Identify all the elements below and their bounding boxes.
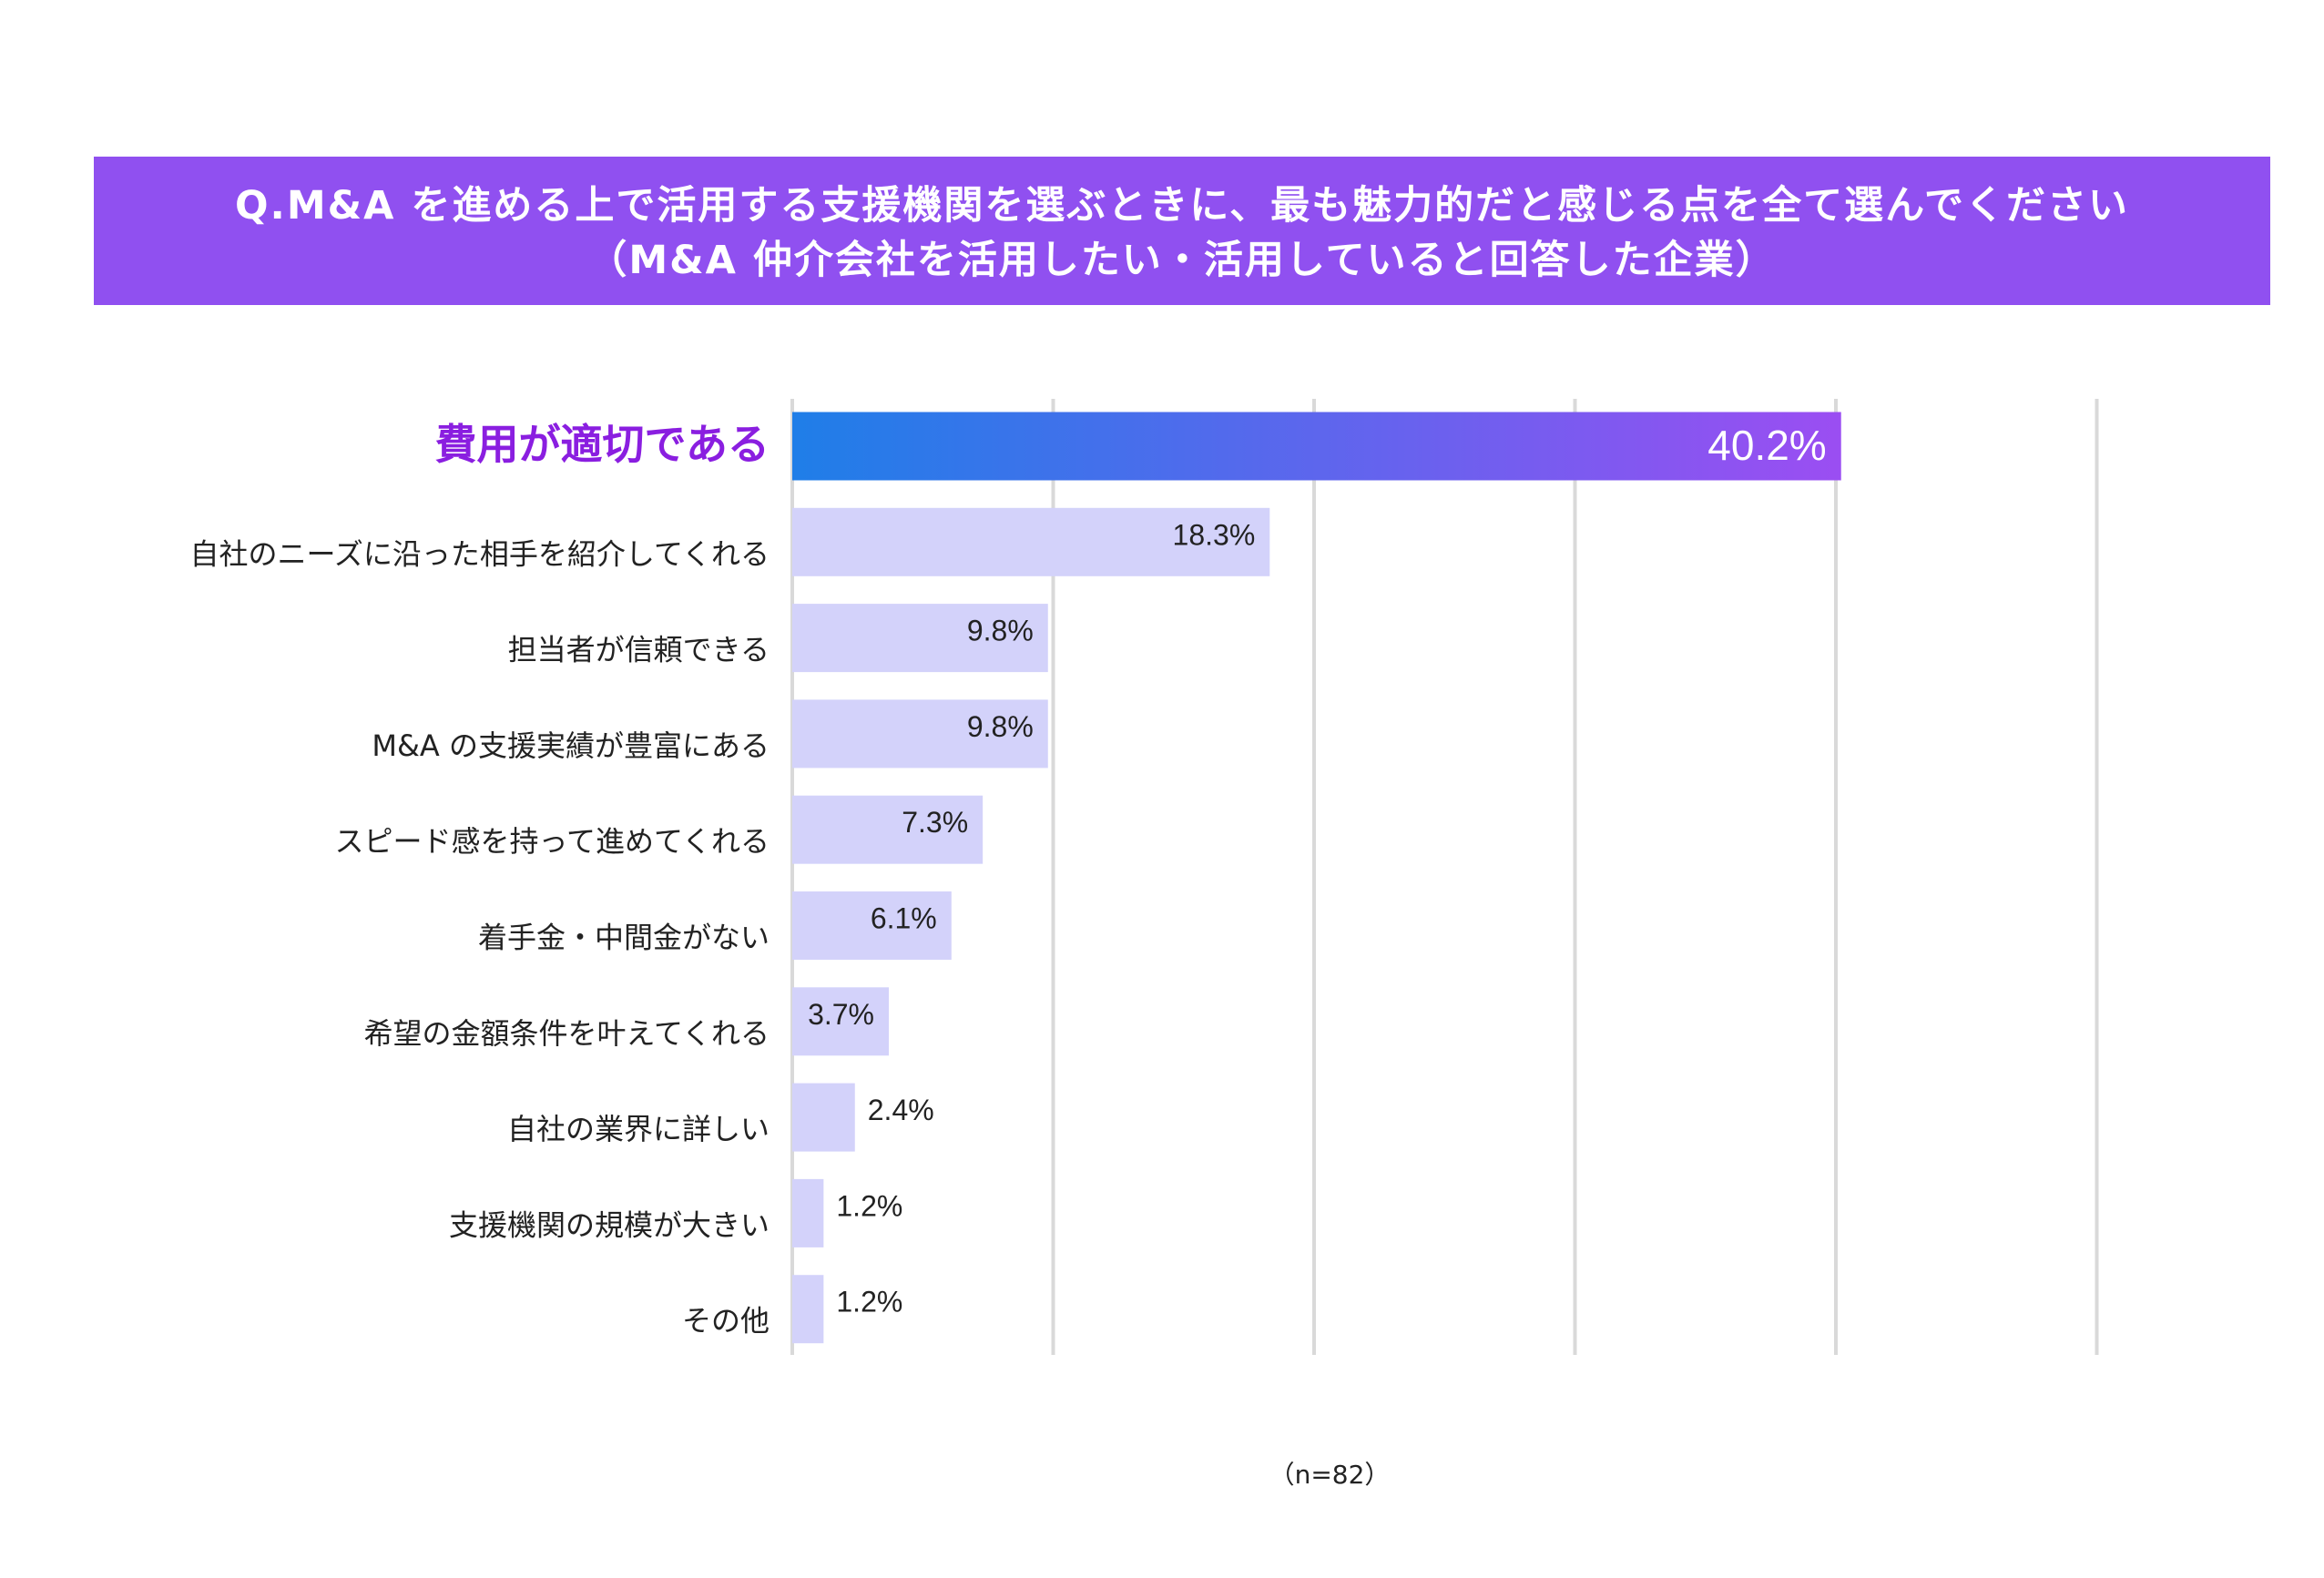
category-label: 希望の金額条件を叶えてくれる <box>364 1016 770 1051</box>
value-label: 40.2% <box>1707 422 1826 469</box>
bar <box>792 795 984 864</box>
bar <box>792 604 1048 673</box>
value-label: 1.2% <box>836 1286 902 1318</box>
value-labels: 40.2% 18.3% 9.8% 9.8% 7.3% 6.1% 3.7% 2.4% 1.2% 1.… <box>808 422 1827 1318</box>
bar <box>792 699 1048 769</box>
question-title-banner: Q.M&A を進める上で活用する支援機関を選ぶときに、最も魅力的だと感じる点を全… <box>94 157 2270 305</box>
category-label: 担当者が信頼できる <box>508 633 770 667</box>
bar <box>792 1178 824 1247</box>
bar <box>792 987 890 1056</box>
question-title-line-2: （M&A 仲介会社を活用したい・活用していると回答した企業） <box>587 238 1777 283</box>
category-label: 支援機関の規模が大きい <box>449 1207 770 1242</box>
category-label: 自社の業界に詳しい <box>507 1112 770 1146</box>
value-label: 3.7% <box>808 998 874 1031</box>
question-title-line-1: Q.M&A を進める上で活用する支援機関を選ぶときに、最も魅力的だと感じる点を全… <box>235 183 2129 229</box>
category-label: 費用が適切である <box>434 420 770 469</box>
value-label: 1.2% <box>836 1189 902 1222</box>
bar <box>792 1083 855 1152</box>
category-label: M&A の支援実績が豊富にある <box>372 728 770 763</box>
category-label: 着手金・中間金がない <box>478 921 770 955</box>
category-label: スピード感を持って進めてくれる <box>335 824 770 859</box>
category-label: その他 <box>682 1304 770 1339</box>
sample-size-note: （n=82） <box>1269 1460 1391 1490</box>
value-label: 9.8% <box>967 710 1034 743</box>
value-label: 9.8% <box>967 615 1034 647</box>
bar <box>792 891 952 960</box>
bar <box>792 507 1270 576</box>
value-label: 2.4% <box>868 1094 934 1126</box>
value-label: 18.3% <box>1173 518 1256 551</box>
value-label: 6.1% <box>871 902 937 935</box>
bars <box>792 412 1841 1344</box>
bar <box>792 1275 824 1344</box>
bar <box>792 412 1841 481</box>
value-label: 7.3% <box>902 806 968 839</box>
category-label: 自社のニーズに沿った相手を紹介してくれる <box>190 536 770 571</box>
